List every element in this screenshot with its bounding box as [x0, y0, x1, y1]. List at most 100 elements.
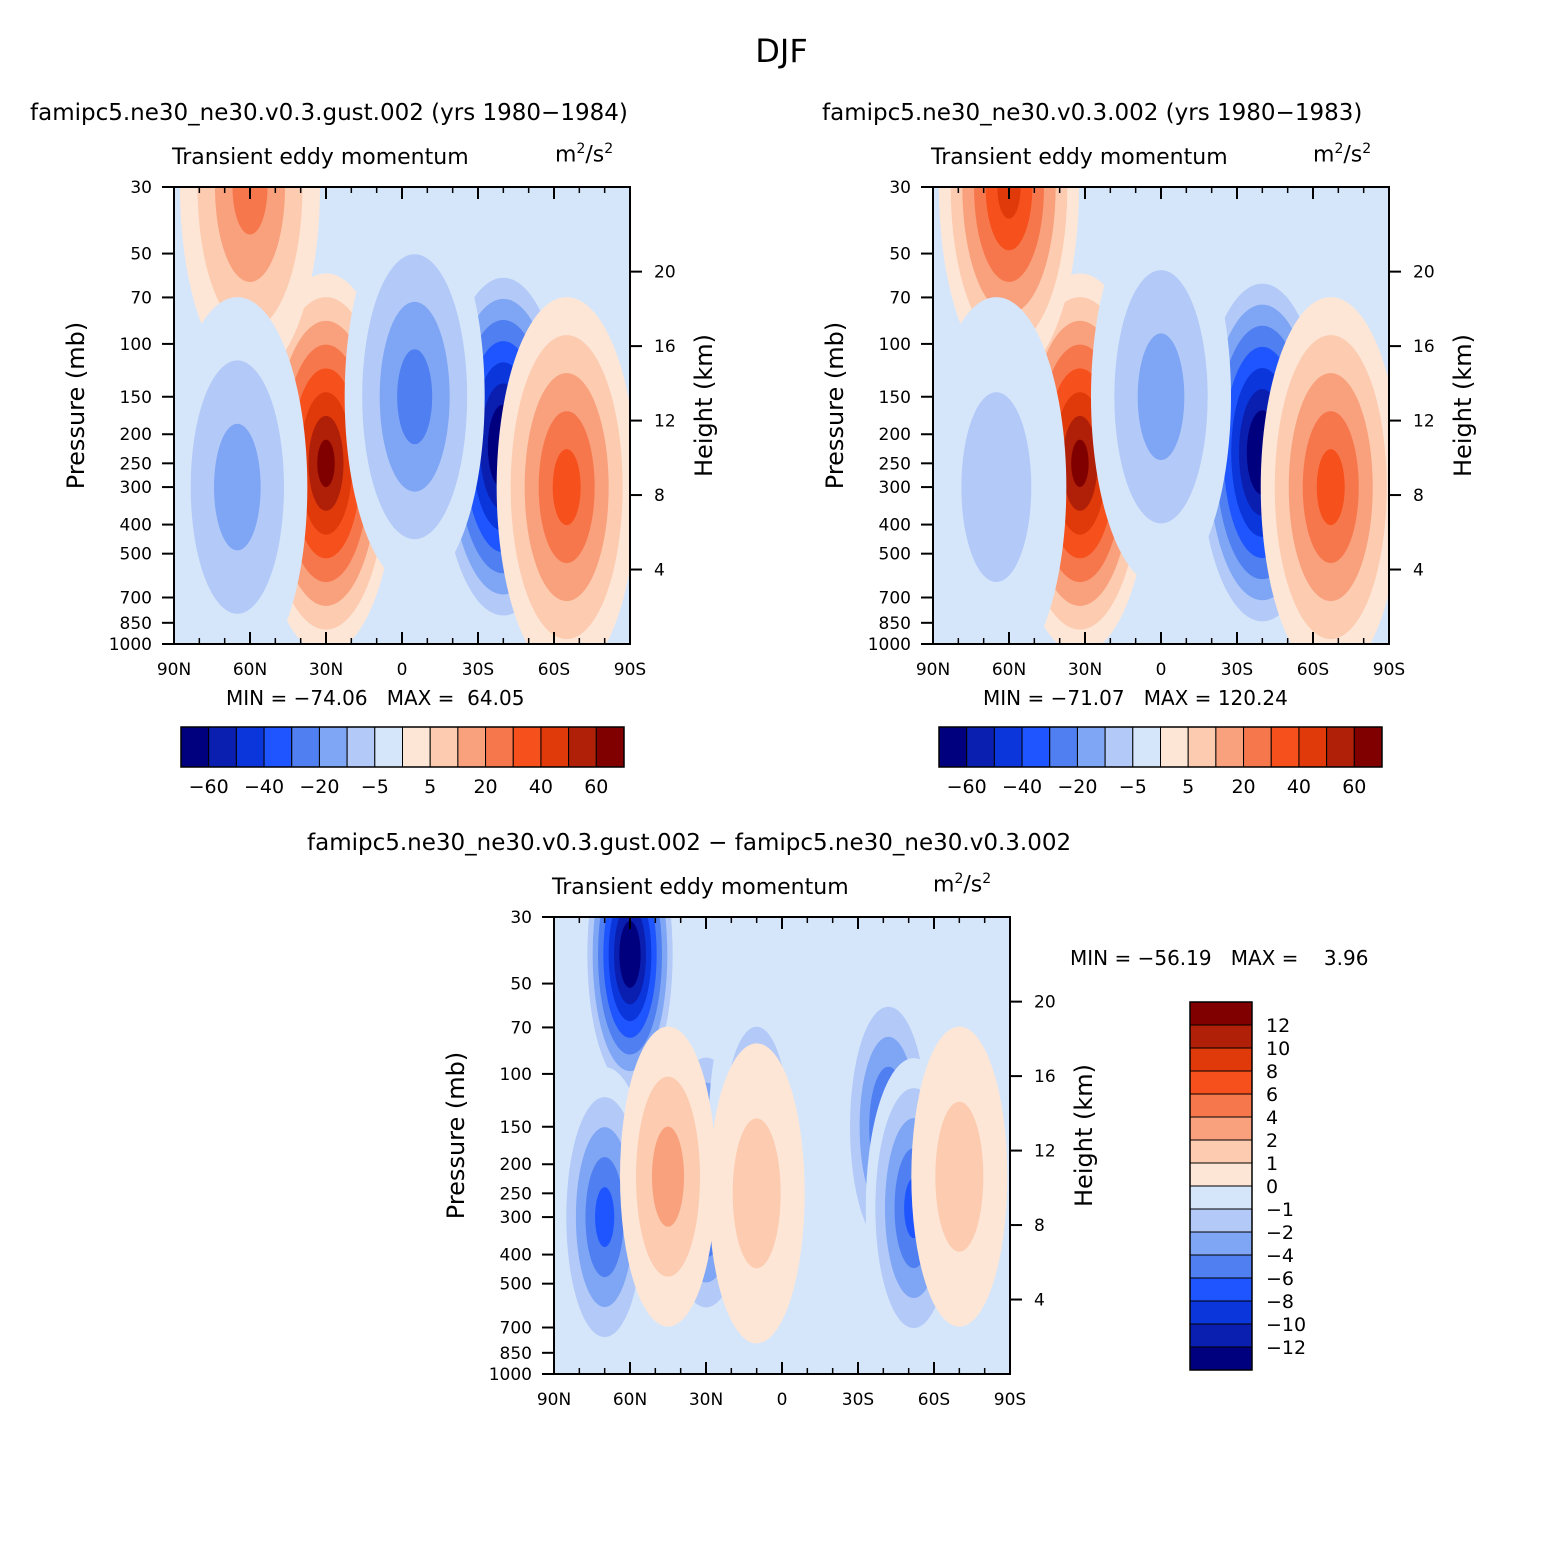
- minmax-difference: MIN = −56.19 MAX = 3.96: [1070, 946, 1368, 970]
- contour-level: [595, 1187, 615, 1248]
- y-axis-title: Pressure (mb): [821, 322, 849, 489]
- contour-level: [1071, 439, 1089, 488]
- chart-panel-bottom-difference: 90N 60N 30N 0 30S 60S 90S305070100150200250300…: [442, 908, 1306, 1410]
- minmax-top-right: MIN = −71.07 MAX = 120.24: [983, 686, 1288, 710]
- colorbar-swatch: [1189, 1346, 1253, 1371]
- colorbar-swatch: [1189, 1001, 1253, 1026]
- subtitle-difference: Transient eddy momentum: [552, 875, 849, 900]
- y-tick-label: 50: [510, 975, 532, 995]
- subtitle-variable: Transient eddy momentum: [172, 145, 469, 170]
- y-tick-label: 200: [879, 425, 911, 445]
- max-value: 3.96: [1323, 946, 1369, 970]
- colorbar-label: −10: [1266, 1314, 1306, 1336]
- colorbar-swatch: [1160, 726, 1189, 768]
- y-right-tick-label: 16: [1034, 1067, 1056, 1087]
- subtitle-variable: Transient eddy momentum: [931, 145, 1228, 170]
- subtitle-top-right: Transient eddy momentum: [931, 145, 1228, 170]
- x-tick-label: 60S: [1297, 660, 1329, 680]
- x-tick-label: 30S: [1221, 660, 1253, 680]
- y-right-tick-label: 12: [1413, 412, 1435, 432]
- colorbar-swatch: [1189, 1323, 1253, 1348]
- y-tick-label: 70: [510, 1018, 532, 1038]
- colorbar-swatch: [512, 726, 542, 768]
- colorbar-label: 10: [1266, 1038, 1290, 1060]
- colorbar-label: −20: [1057, 776, 1097, 798]
- units-slash: /s: [585, 142, 605, 168]
- min-label: MIN =: [226, 686, 288, 710]
- y-tick-label: 850: [500, 1344, 532, 1364]
- y-tick-label: 400: [879, 516, 911, 536]
- units-sup-2: 2: [982, 871, 992, 887]
- x-tick-label: 90S: [1373, 660, 1405, 680]
- y-tick-label: 300: [120, 478, 152, 498]
- y-tick-label: 50: [130, 245, 152, 265]
- colorbar-swatch: [1189, 1116, 1253, 1141]
- contour-level: [624, 937, 636, 972]
- colorbar-swatch: [235, 726, 265, 768]
- max-label: MAX =: [1143, 686, 1212, 710]
- colorbar-swatch: [1189, 1277, 1253, 1302]
- units-base: m: [933, 872, 955, 898]
- min-value: −56.19: [1137, 946, 1212, 970]
- colorbar-swatch: [1189, 1070, 1253, 1095]
- colorbar-swatch: [1326, 726, 1355, 768]
- contour-level: [1316, 449, 1345, 526]
- units-slash: /s: [963, 872, 983, 898]
- colorbar-swatch: [993, 726, 1023, 768]
- y-tick-label: 150: [120, 388, 152, 408]
- y-tick-label: 30: [130, 178, 152, 198]
- colorbar-swatch: [346, 726, 376, 768]
- x-tick-label: 0: [397, 660, 408, 680]
- x-tick-label: 30S: [842, 1390, 874, 1410]
- contour-level: [997, 187, 1021, 219]
- y-right-tick-label: 4: [654, 561, 665, 581]
- y-tick-label: 400: [120, 516, 152, 536]
- contour-fill: [556, 917, 1008, 1368]
- units-sup: 2: [954, 871, 964, 887]
- y-right-tick-label: 20: [1034, 993, 1056, 1013]
- colorbar-swatch: [1243, 726, 1272, 768]
- colorbar-swatch: [457, 726, 487, 768]
- colorbar-swatch: [540, 726, 570, 768]
- panel-title-top-right: famipc5.ne30_ne30.v0.3.002 (yrs 1980−198…: [822, 100, 1363, 126]
- colorbar-label: −4: [1266, 1245, 1294, 1267]
- colorbar-swatch: [568, 726, 597, 768]
- colorbar-swatch: [595, 726, 625, 768]
- colorbar-swatch: [966, 726, 995, 768]
- colorbar-label: −6: [1266, 1268, 1294, 1290]
- colorbar-swatch: [1189, 1231, 1253, 1256]
- colorbar-swatch: [318, 726, 348, 768]
- max-value: 64.05: [467, 686, 525, 710]
- colorbar-swatch: [1021, 726, 1051, 768]
- colorbar-swatch: [374, 726, 403, 768]
- x-tick-label: 60S: [918, 1390, 950, 1410]
- x-tick-label: 90N: [916, 660, 950, 680]
- figure-title: DJF: [755, 32, 808, 70]
- units-base: m: [1313, 142, 1335, 168]
- y-axis-title: Pressure (mb): [442, 1052, 470, 1219]
- chart-panel-top-right: 90N 60N 30N 0 30S 60S 90S 30 50 70 100 150 200 250 300…: [821, 178, 1477, 798]
- y-right-tick-label: 20: [1413, 263, 1435, 283]
- y-tick-label: 150: [500, 1118, 532, 1138]
- y-right-tick-label: 4: [1413, 561, 1424, 581]
- colorbar-swatch: [485, 726, 514, 768]
- contour-feature-2: [1260, 297, 1389, 644]
- units-top-right: m2/s2: [1313, 141, 1371, 167]
- contour-feature-5: [174, 297, 308, 644]
- colorbar-label: −60: [189, 776, 229, 798]
- colorbar-label: 20: [473, 776, 497, 798]
- y-tick-label: 250: [879, 454, 911, 474]
- colorbar-label: 6: [1266, 1084, 1278, 1106]
- units-sup-2: 2: [1362, 141, 1372, 157]
- y-right-tick-label: 20: [654, 263, 676, 283]
- y-tick-label: 300: [879, 478, 911, 498]
- y-right-tick-label: 8: [654, 486, 665, 506]
- colorbar-swatch: [263, 726, 293, 768]
- x-tick-label: 30S: [462, 660, 494, 680]
- contour-feature-8: [911, 1026, 1008, 1327]
- colorbar-swatch: [429, 726, 459, 768]
- colorbar-swatch: [1132, 726, 1161, 768]
- contour-level: [317, 439, 335, 488]
